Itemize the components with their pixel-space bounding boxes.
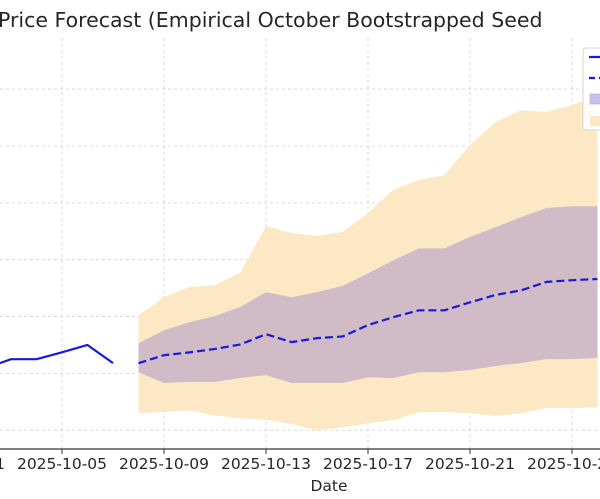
lines <box>0 277 598 365</box>
x-tick-label: 2025-10-17 <box>323 455 413 473</box>
inner-band <box>138 206 598 384</box>
legend-box <box>582 47 600 131</box>
forecast-mean-line <box>138 277 598 365</box>
x-tick-label: 2025-10-25 <box>527 455 600 473</box>
x-tick-label: 2025-10-21 <box>425 455 515 473</box>
bands <box>138 94 598 431</box>
x-tick-label: 2025-10-13 <box>221 455 311 473</box>
chart-title: Price Forecast (Empirical October Bootst… <box>0 8 542 32</box>
legend <box>582 47 600 131</box>
legend-inner-band-swatch <box>589 93 600 105</box>
x-tick-label: 2025-10-05 <box>17 455 107 473</box>
legend-outer-band-swatch <box>590 116 600 126</box>
x-tick-label: 2025-10-01 <box>0 455 5 473</box>
outer-band <box>138 94 598 431</box>
history-line <box>0 343 114 365</box>
x-axis: 2025-10-01 2025-10-05 2025-10-09 2025-10-13… <box>0 448 600 473</box>
x-tick-label: 2025-10-09 <box>119 455 209 473</box>
x-axis-label: Date <box>310 477 347 495</box>
